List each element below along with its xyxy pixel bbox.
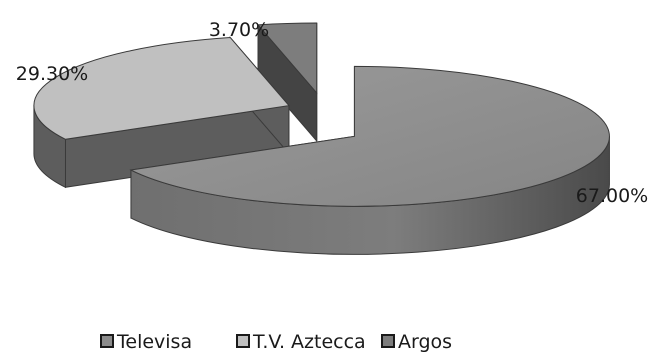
legend-item: Argos <box>381 331 452 353</box>
legend-swatch <box>236 334 250 348</box>
legend-item: T.V. Aztecca <box>236 331 366 353</box>
pie-slice-argos <box>256 22 318 143</box>
legend: Televisa T.V. Aztecca Argos <box>100 331 452 353</box>
pie-slice-televisa <box>129 65 610 255</box>
data-label-0: 67.00% <box>576 185 648 207</box>
legend-swatch <box>381 334 395 348</box>
pie-slice-t-v-aztecca <box>33 36 290 189</box>
legend-label: T.V. Aztecca <box>252 331 366 353</box>
data-labels: 67.00% 29.30% 3.70% <box>16 19 648 207</box>
data-label-1: 29.30% <box>16 63 88 85</box>
legend-item: Televisa <box>100 331 192 353</box>
data-label-2: 3.70% <box>209 19 269 41</box>
legend-label: Televisa <box>116 331 192 353</box>
slices-layer <box>33 22 610 255</box>
legend-swatch <box>100 334 114 348</box>
legend-label: Argos <box>398 331 452 353</box>
